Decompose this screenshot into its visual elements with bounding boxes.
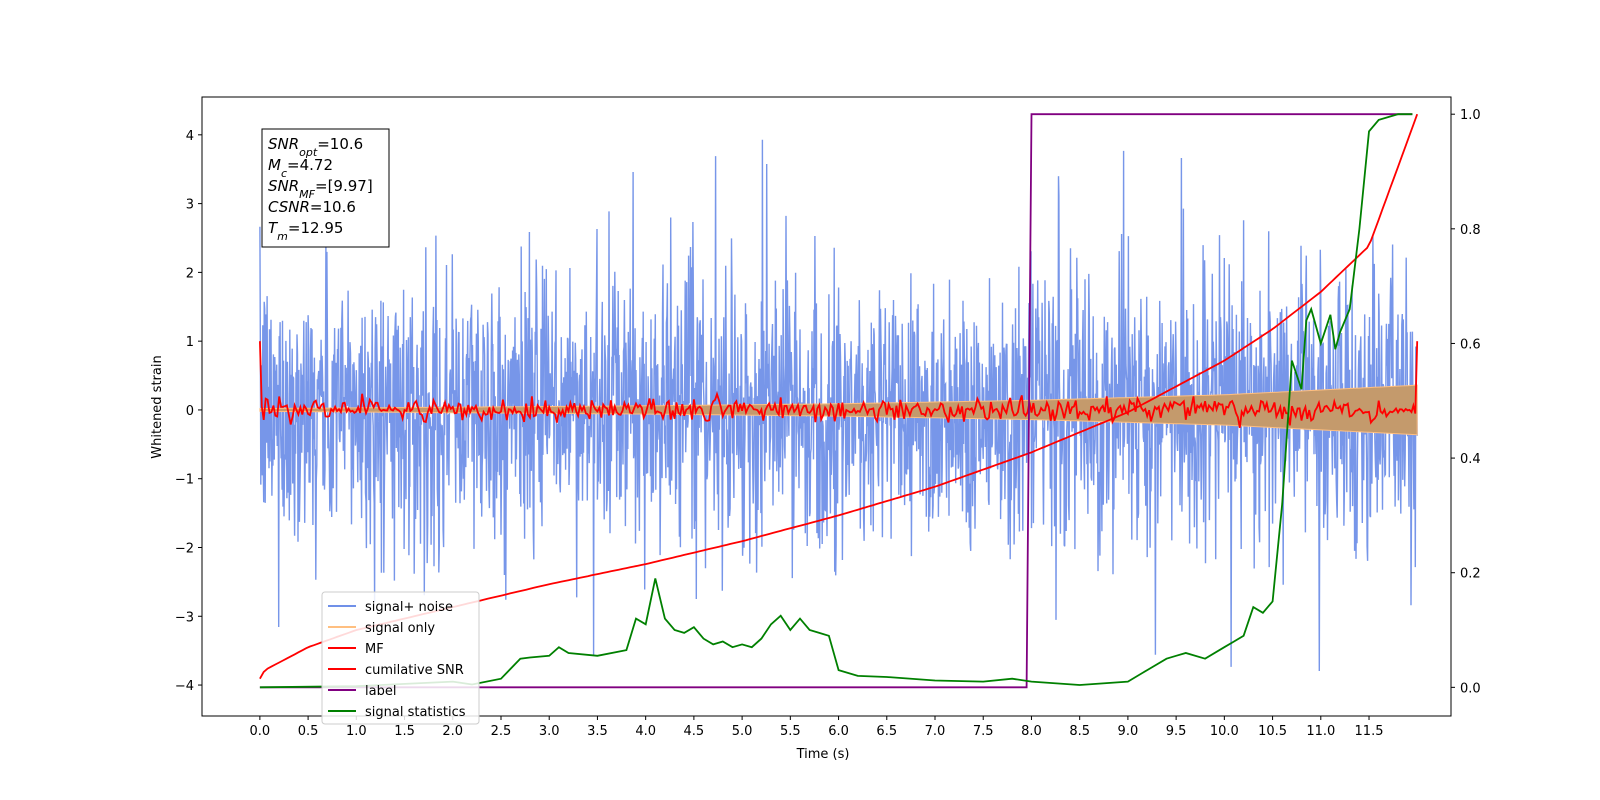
x-tick-label: 8.5 [1069,724,1090,739]
x-tick-label: 10.0 [1210,724,1239,739]
y2-tick-label: 0.2 [1460,567,1481,582]
y-axis-left: 4 3 2 1 0 −1 −2 −3 −4 [175,129,202,694]
y-tick-label: 4 [186,129,194,144]
legend-label: signal statistics [365,705,466,720]
y-tick-label: 2 [186,266,194,281]
y-tick-label: −2 [175,541,194,556]
x-tick-label: 8.0 [1021,724,1042,739]
legend-label: signal+ noise [365,600,453,615]
y-tick-label: 0 [186,404,194,419]
info-line: SNRMF=[9.97] [268,177,373,201]
x-tick-label: 0.0 [250,724,271,739]
y-tick-label: 3 [186,198,194,213]
info-line: SNRopt=10.6 [268,135,363,159]
x-tick-label: 4.0 [635,724,656,739]
info-line: Tm=12.95 [268,219,343,243]
x-tick-label: 6.5 [876,724,897,739]
info-box-frame [261,128,390,248]
x-tick-label: 1.0 [346,724,367,739]
y-tick-label: −1 [175,473,194,488]
x-tick-label: 6.0 [828,724,849,739]
x-tick-label: 5.5 [780,724,801,739]
x-tick-label: 11.5 [1355,724,1384,739]
x-tick-label: 7.5 [973,724,994,739]
x-tick-label: 0.5 [298,724,319,739]
x-tick-label: 7.0 [925,724,946,739]
x-tick-label: 1.5 [394,724,415,739]
y-tick-label: 1 [186,335,194,350]
series-signal-statistics [259,113,1413,689]
y2-tick-label: 1.0 [1460,108,1481,123]
x-tick-label: 2.0 [442,724,463,739]
x-tick-label: 3.5 [587,724,608,739]
y2-tick-label: 0.6 [1460,337,1481,352]
x-tick-label: 9.0 [1118,724,1139,739]
plot-area [259,113,1419,689]
y-tick-label: −4 [175,679,194,694]
x-tick-label: 4.5 [684,724,705,739]
legend-frame [321,591,480,725]
y2-tick-label: 0.0 [1460,681,1481,696]
legend: signal+ noise signal only MF cumilative SNR… [321,591,480,725]
legend-label: signal only [365,621,435,636]
x-axis-title: Time (s) [796,747,850,762]
x-tick-label: 9.5 [1166,724,1187,739]
y2-tick-label: 0.4 [1460,452,1481,467]
y2-tick-label: 0.8 [1460,223,1481,238]
series-mf [259,341,1419,428]
info-line: Mc=4.72 [268,156,333,180]
x-tick-label: 5.0 [732,724,753,739]
legend-label: label [365,684,396,699]
y-tick-label: −3 [175,610,194,625]
series-signal-noise [259,139,1418,672]
y-axis-title: Whitened strain [150,355,165,458]
info-line: CSNR=10.6 [268,198,356,216]
legend-label: cumilative SNR [365,663,464,678]
axes-frame [201,96,1452,717]
y-axis-right: 1.0 0.8 0.6 0.4 0.2 0.0 [1451,108,1481,696]
x-tick-label: 10.5 [1258,724,1287,739]
series-label [259,113,1413,689]
x-tick-label: 3.0 [539,724,560,739]
legend-label: MF [365,642,384,657]
x-axis: 0.0 0.5 1.0 1.5 2.0 2.5 3.0 3.5 4.0 4.5 5.0 5.5 6.0 6… [250,716,1384,739]
x-tick-label: 2.5 [491,724,512,739]
x-tick-label: 11.0 [1306,724,1335,739]
